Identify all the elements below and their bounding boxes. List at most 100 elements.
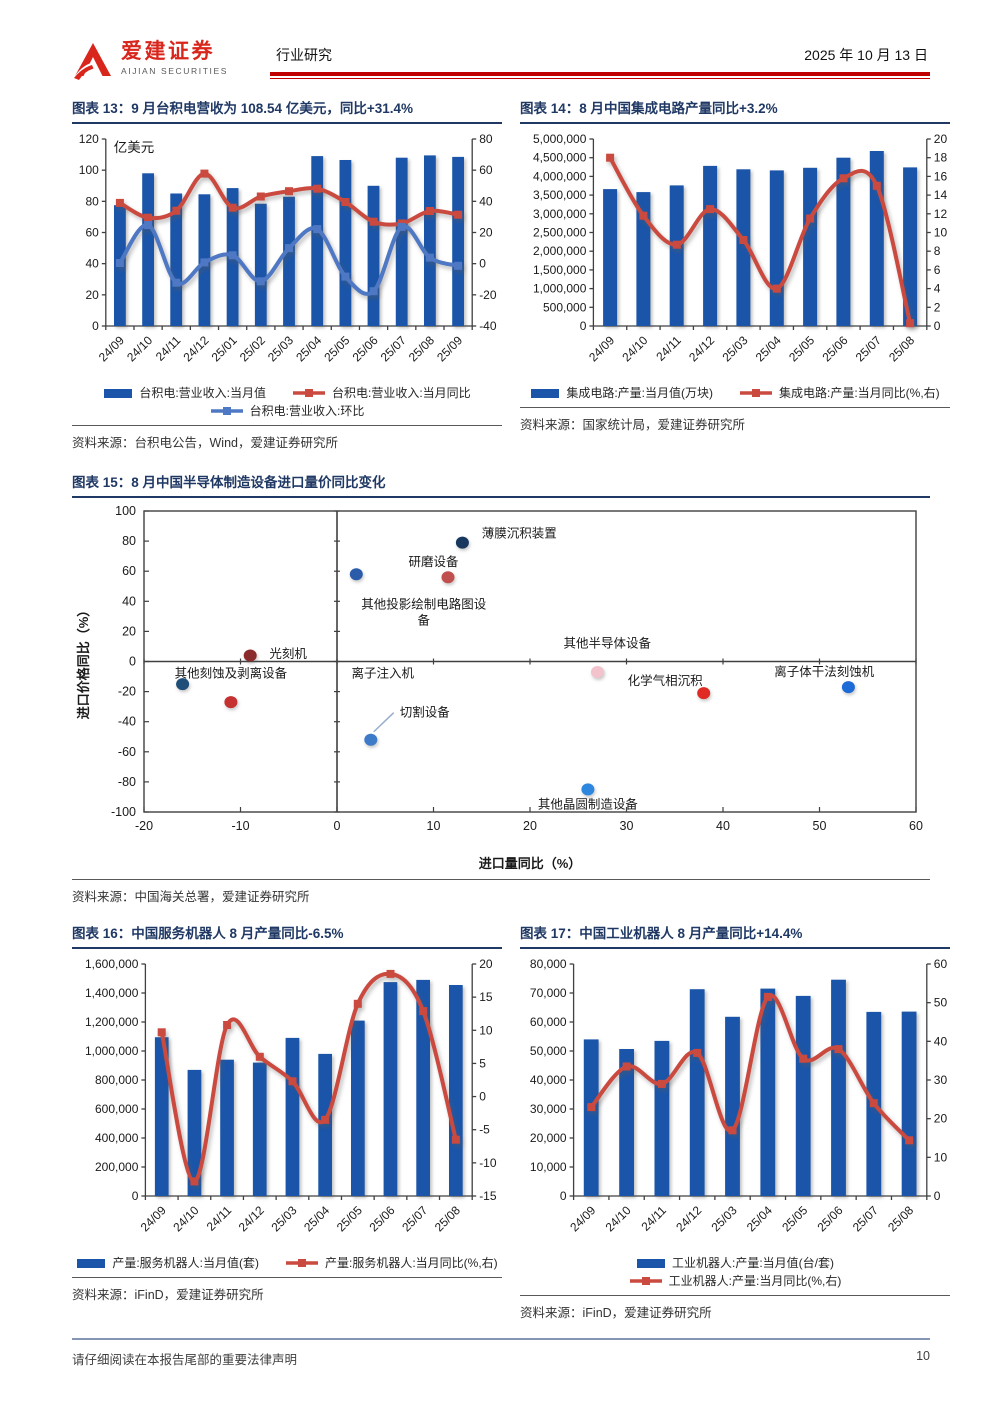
- legend-line-swatch: [629, 1276, 662, 1285]
- point-label: 化学气相沉积: [628, 673, 703, 688]
- line-marker: [172, 278, 181, 287]
- svg-text:1,400,000: 1,400,000: [85, 986, 139, 1000]
- point-label: 研磨设备: [408, 554, 459, 569]
- legend-label: 工业机器人:产量:当月值(台/套): [672, 1256, 834, 1270]
- svg-text:5,000,000: 5,000,000: [533, 132, 587, 146]
- line-marker: [144, 221, 153, 229]
- svg-text:25/02: 25/02: [237, 333, 268, 364]
- svg-text:60: 60: [909, 819, 923, 833]
- svg-text:20: 20: [934, 1112, 948, 1126]
- svg-text:4: 4: [934, 282, 941, 296]
- scatter-point: [176, 678, 190, 691]
- svg-text:70,000: 70,000: [530, 986, 567, 1000]
- right-axis-labels: 0 2 4 6 8 10 12 14 16 18 20: [934, 132, 948, 333]
- bar: [339, 160, 352, 326]
- right-axis-labels: 0 10 20 30 40 50 60: [934, 957, 948, 1203]
- scatter-point: [591, 666, 604, 678]
- svg-text:24/09: 24/09: [96, 333, 127, 364]
- chart-16-source: 资料来源：iFinD，爱建证券研究所: [72, 1277, 502, 1305]
- svg-text:400,000: 400,000: [95, 1131, 139, 1145]
- legend-item: 产量:服务机器人:当月值(套): [76, 1254, 259, 1271]
- svg-text:25/08: 25/08: [406, 333, 437, 364]
- svg-text:25/08: 25/08: [432, 1203, 463, 1234]
- legend-item: 台积电:营业收入:当月值: [103, 384, 266, 401]
- line-marker: [419, 1007, 428, 1016]
- line-marker: [115, 198, 124, 207]
- legend-label: 台积电:营业收入:环比: [249, 404, 365, 418]
- svg-text:1,000,000: 1,000,000: [533, 282, 587, 296]
- chart-13-title: 图表 13：9 月台积电营收为 108.54 亿美元，同比+31.4%: [72, 97, 502, 124]
- left-axis-labels: 0 10,000 20,000 30,000 40,000 50,000 60,000 70,…: [530, 957, 567, 1203]
- bar: [367, 185, 380, 327]
- header-right: 行业研究 2025 年 10 月 13 日: [270, 40, 930, 79]
- line-marker: [739, 236, 748, 244]
- bar: [395, 157, 408, 326]
- legend-item: 台积电:营业收入:环比: [210, 402, 365, 419]
- svg-text:60,000: 60,000: [530, 1015, 567, 1029]
- svg-text:24/11: 24/11: [639, 1203, 670, 1234]
- svg-text:25/04: 25/04: [293, 333, 324, 364]
- svg-text:16: 16: [934, 169, 948, 183]
- svg-text:18: 18: [934, 151, 948, 165]
- chart-15-source: 资料来源：中国海关总署，爱建证券研究所: [72, 879, 930, 907]
- aijian-logo-icon: [74, 43, 111, 80]
- axes: [143, 510, 917, 813]
- svg-text:30,000: 30,000: [530, 1102, 567, 1116]
- chart-14-source: 资料来源：国家统计局，爱建证券研究所: [520, 407, 950, 435]
- scatter-point: [441, 571, 455, 584]
- scatter-point: [364, 733, 378, 746]
- line-series: [587, 992, 914, 1145]
- svg-text:12: 12: [934, 207, 948, 221]
- svg-text:20: 20: [85, 288, 99, 302]
- line-marker: [255, 1052, 264, 1061]
- svg-text:24/10: 24/10: [619, 333, 650, 364]
- line-marker: [905, 1136, 914, 1145]
- legend-item: 产量:服务机器人:当月同比(%,右): [285, 1254, 498, 1271]
- line-marker: [772, 284, 781, 293]
- category-labels: 24/09 24/10 24/11 24/12 25/03 25/04 25/05 25/06…: [138, 1203, 463, 1234]
- svg-text:10,000: 10,000: [530, 1160, 567, 1174]
- svg-text:600,000: 600,000: [95, 1102, 139, 1116]
- header-row: 行业研究 2025 年 10 月 13 日: [270, 45, 930, 72]
- point-label: 光刻机: [269, 647, 307, 661]
- legend-line-swatch: [210, 406, 243, 415]
- legend-bar-swatch: [637, 1258, 665, 1268]
- svg-text:25/09: 25/09: [434, 333, 465, 364]
- unit-label: 亿美元: [114, 140, 155, 155]
- svg-text:60: 60: [85, 226, 99, 240]
- legend-label: 台积电:营业收入:当月同比: [332, 386, 471, 400]
- chart-14-title: 图表 14：8 月中国集成电路产量同比+3.2%: [520, 97, 950, 124]
- page-number: 10: [916, 1349, 930, 1363]
- bar: [831, 979, 846, 1196]
- svg-text:24/12: 24/12: [236, 1203, 267, 1234]
- line-series: [606, 153, 915, 328]
- left-axis-labels: 0 500,000 1,000,000 1,500,000 2,000,000 2,500…: [533, 132, 587, 333]
- legend-item: 集成电路:产量:当月值(万块): [530, 384, 713, 401]
- svg-text:25/05: 25/05: [779, 1203, 810, 1234]
- svg-text:40: 40: [716, 819, 730, 833]
- line-marker: [806, 214, 815, 223]
- svg-text:3,500,000: 3,500,000: [533, 188, 587, 202]
- legend-label: 工业机器人:产量:当月同比(%,右): [668, 1274, 842, 1288]
- svg-text:-40: -40: [479, 319, 497, 333]
- svg-text:25/03: 25/03: [268, 1203, 299, 1234]
- svg-text:20: 20: [479, 957, 493, 971]
- line-marker: [369, 217, 378, 226]
- point-label: 薄膜沉积装置: [482, 526, 557, 541]
- svg-text:0: 0: [934, 1189, 941, 1203]
- svg-text:-100: -100: [111, 805, 136, 819]
- line-marker: [834, 1045, 843, 1054]
- x-axis-title: 进口量同比（%）: [479, 856, 582, 871]
- svg-text:24/09: 24/09: [586, 333, 617, 364]
- svg-text:-20: -20: [135, 819, 153, 833]
- svg-text:40: 40: [934, 1034, 948, 1048]
- bar: [416, 979, 430, 1196]
- svg-text:20: 20: [934, 132, 948, 146]
- left-axis-labels: 0 20 40 60 80 100 120: [79, 132, 99, 333]
- svg-text:0: 0: [92, 319, 99, 333]
- chart-13-source: 资料来源：台积电公告，Wind，爱建证券研究所: [72, 425, 502, 453]
- svg-text:-40: -40: [118, 715, 136, 729]
- line-marker: [369, 287, 378, 296]
- svg-text:25/08: 25/08: [886, 333, 917, 364]
- svg-text:20: 20: [523, 819, 537, 833]
